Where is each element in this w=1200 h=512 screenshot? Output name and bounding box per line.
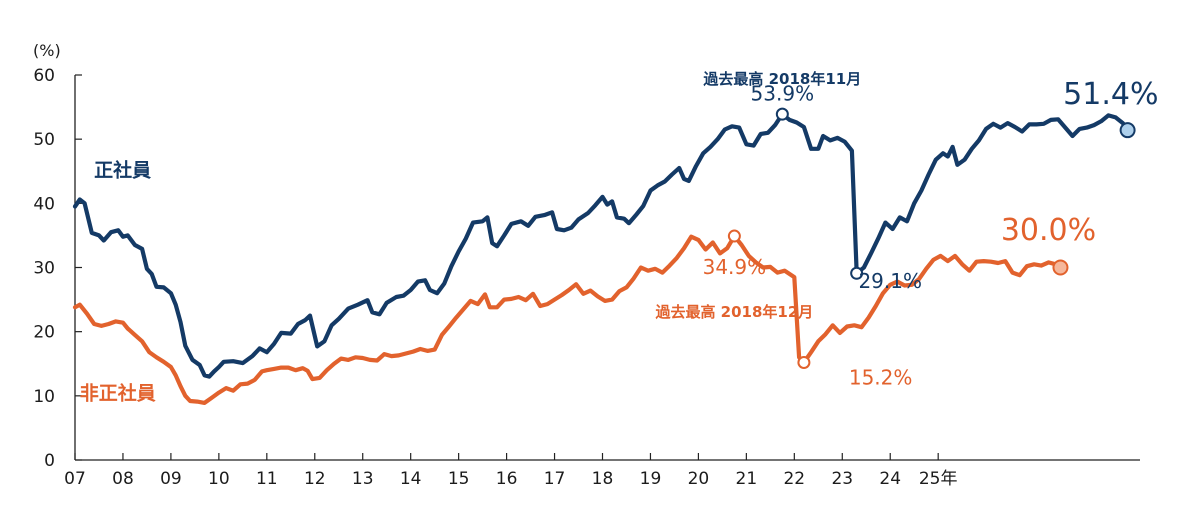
point-marker: [1052, 259, 1069, 276]
x-tick-label: 14: [400, 469, 422, 489]
series-label: 非正社員: [80, 382, 156, 405]
data-annotation: 51.4%: [1063, 77, 1158, 112]
x-tick-label: 12: [304, 469, 326, 489]
series-label: 正社員: [94, 158, 151, 181]
data-annotation: 15.2%: [849, 365, 913, 389]
x-tick-label: 24: [879, 469, 901, 489]
x-tick-label: 08: [112, 469, 134, 489]
data-annotation: 過去最高 2018年12月: [654, 303, 813, 321]
x-tick-label: 23: [831, 469, 853, 489]
x-tick-label: 20: [688, 469, 710, 489]
point-marker: [1119, 122, 1136, 139]
x-tick-label: 13: [352, 469, 374, 489]
y-tick-label: 40: [33, 194, 55, 214]
series-line-nonregular: [72, 234, 1063, 405]
x-tick-label: 25年: [919, 469, 958, 489]
point-marker: [727, 229, 741, 243]
data-annotation: 53.9%: [751, 82, 815, 106]
data-annotation: 34.9%: [703, 255, 767, 279]
data-annotation: 過去最高 2018年11月: [702, 70, 861, 88]
x-tick-label: 22: [783, 469, 805, 489]
x-tick-label: 16: [496, 469, 518, 489]
x-tick-label: 09: [160, 469, 182, 489]
point-marker: [850, 266, 864, 280]
x-tick-label: 10: [208, 469, 230, 489]
x-tick-label: 18: [592, 469, 614, 489]
y-tick-label: 20: [33, 323, 55, 343]
x-tick-label: 15: [448, 469, 470, 489]
x-tick-label: 21: [736, 469, 758, 489]
y-tick-label: 30: [33, 259, 55, 279]
x-tick-label: 11: [256, 469, 278, 489]
data-annotation: 30.0%: [1001, 213, 1096, 248]
x-tick-label: 19: [640, 469, 662, 489]
y-tick-label: 50: [33, 130, 55, 150]
y-axis-unit: (%): [33, 41, 61, 60]
y-tick-label: 10: [33, 387, 55, 407]
x-tick-label: 17: [544, 469, 566, 489]
y-tick-label: 60: [33, 66, 55, 86]
x-tick-label: 07: [64, 469, 86, 489]
y-tick-label: 0: [44, 451, 55, 471]
point-marker: [797, 355, 811, 369]
point-marker: [775, 107, 789, 121]
series-line-regular: [72, 112, 1130, 379]
data-annotation: 29.1%: [858, 269, 922, 293]
